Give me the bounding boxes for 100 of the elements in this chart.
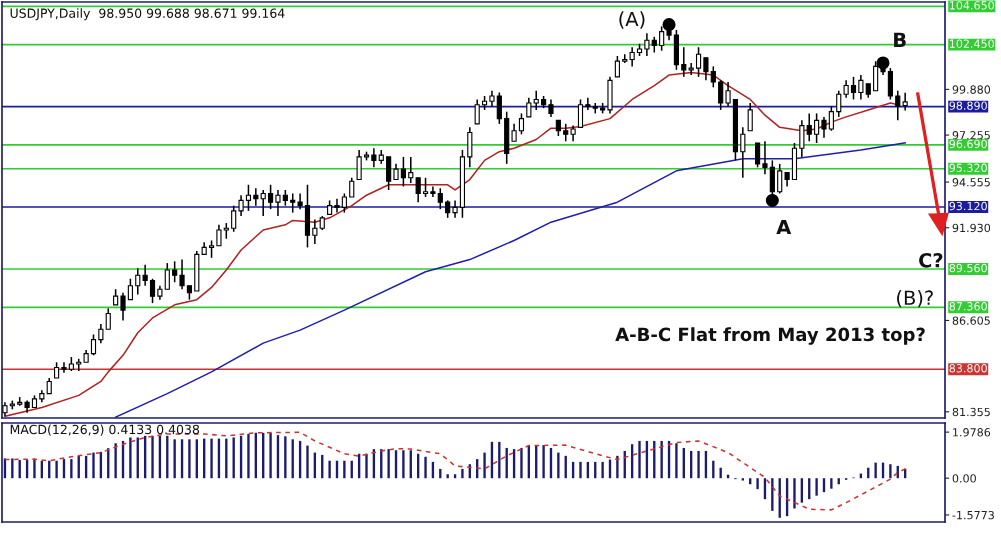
annotation: (B)?: [897, 290, 933, 308]
annotation: A-B-C Flat from May 2013 top?: [615, 327, 925, 345]
candlestick: [703, 56, 709, 82]
candlestick: [740, 126, 746, 179]
candlestick: [533, 90, 539, 111]
bar: [616, 455, 619, 479]
candlestick: [577, 98, 584, 129]
candlestick: [371, 147, 377, 169]
bar: [247, 433, 250, 479]
candlestick: [253, 187, 259, 207]
candlestick: [61, 361, 67, 374]
text: C?: [919, 252, 943, 268]
candlestick: [629, 46, 635, 68]
candlestick: [614, 55, 620, 78]
candlestick: [806, 112, 812, 143]
point: [662, 18, 676, 32]
bar: [114, 443, 117, 479]
bar: [33, 460, 36, 479]
bar: [269, 432, 272, 479]
candlestick: [341, 192, 347, 214]
bar: [638, 440, 641, 479]
bar: [756, 478, 759, 490]
bar: [173, 439, 176, 479]
candlestick: [814, 112, 820, 144]
candlestick: [747, 102, 753, 132]
bar: [402, 450, 405, 479]
candlestick: [349, 177, 355, 198]
candlestick: [268, 183, 274, 210]
candlestick: [518, 112, 525, 136]
y-tick-label: -1.5773: [952, 510, 994, 520]
bar: [129, 437, 132, 479]
bar: [830, 478, 833, 489]
candlestick: [216, 224, 222, 247]
point: [876, 56, 890, 70]
bar: [741, 478, 744, 481]
candlestick: [777, 163, 783, 195]
bar: [343, 460, 346, 479]
bar: [55, 460, 58, 479]
candlestick: [754, 142, 761, 169]
candlestick: [526, 96, 532, 118]
bar: [284, 436, 287, 479]
candlestick: [850, 76, 857, 101]
candlestick: [710, 65, 716, 89]
bar: [365, 453, 368, 479]
candlestick: [836, 90, 842, 118]
candlestick: [681, 46, 687, 78]
bar: [328, 460, 331, 479]
candlestick: [179, 258, 185, 290]
ref-line-label: 93.120: [949, 201, 987, 211]
ref-line-label: 95.320: [949, 163, 987, 172]
candlestick: [290, 192, 296, 214]
annotation: A: [776, 219, 792, 235]
candlestick: [238, 194, 244, 217]
candlestick: [585, 96, 591, 111]
candlestick: [297, 192, 303, 210]
ref-line-label: 98.890: [949, 101, 987, 110]
bar: [771, 478, 774, 511]
candlestick: [245, 183, 252, 212]
candlestick: [718, 79, 724, 111]
bar: [210, 438, 213, 479]
bar: [446, 474, 449, 479]
bar: [557, 452, 560, 479]
candlestick: [105, 307, 111, 330]
bar: [675, 443, 678, 479]
candlestick: [172, 260, 178, 283]
bar: [424, 456, 427, 479]
candlestick: [135, 267, 141, 296]
candlestick: [334, 197, 340, 214]
candlestick: [762, 140, 768, 176]
y-tick-label: 91.930: [952, 223, 991, 233]
candlestick: [231, 204, 237, 233]
annotation: B: [894, 32, 906, 47]
bar: [520, 447, 523, 479]
bar: [498, 441, 501, 479]
candlestick: [260, 189, 266, 217]
candlestick: [275, 189, 281, 217]
candlestick: [415, 177, 421, 203]
candlestick: [895, 90, 901, 122]
ref-line-label: 89.560: [949, 263, 987, 273]
bar: [697, 450, 700, 479]
ref-line-label: 87.360: [949, 302, 987, 311]
bar: [542, 445, 545, 479]
bar: [188, 439, 191, 479]
y-tick-label: 99.880: [952, 85, 991, 94]
y-tick-label: 1.9786: [953, 428, 991, 437]
candlestick: [120, 291, 126, 322]
candlestick: [127, 277, 133, 301]
candlestick: [858, 74, 864, 101]
candlestick: [400, 156, 406, 188]
bar: [889, 464, 892, 479]
annotation: (A): [619, 11, 645, 29]
bar: [874, 462, 877, 479]
bar: [151, 435, 154, 479]
candlestick: [644, 32, 650, 57]
candlestick: [142, 264, 148, 287]
candlestick: [90, 333, 97, 357]
candlestick: [474, 98, 480, 125]
bar: [815, 478, 818, 496]
candlestick: [496, 91, 502, 125]
bar: [483, 452, 486, 479]
